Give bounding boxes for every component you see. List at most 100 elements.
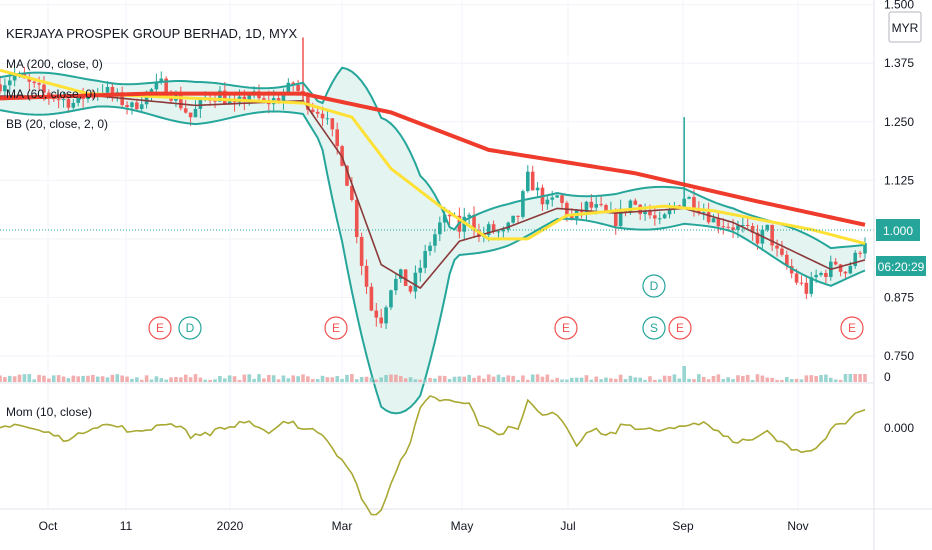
- momentum-series-line: [0, 395, 866, 516]
- candle-body: [780, 248, 784, 255]
- candle-body: [398, 269, 403, 279]
- time-tick-label: May: [451, 519, 474, 533]
- volume-bar: [491, 376, 496, 382]
- candle-body: [838, 264, 843, 272]
- volume-bar: [110, 374, 115, 382]
- candle-body: [692, 197, 696, 209]
- event-marker-D: [178, 316, 202, 340]
- candle-body: [706, 212, 711, 223]
- volume-bar: [164, 379, 168, 382]
- volume-bar: [794, 378, 799, 382]
- candle-body: [775, 245, 779, 249]
- candle-body: [545, 199, 550, 205]
- candle-body: [814, 274, 818, 278]
- candle-body: [745, 225, 750, 227]
- momentum-line: [0, 395, 866, 516]
- volume-bar: [423, 379, 427, 382]
- event-markers[interactable]: E D E E D S E E: [148, 274, 864, 340]
- candle-body: [491, 224, 496, 232]
- time-tick-label: 11: [120, 519, 133, 533]
- price-tick-label: 1.125: [884, 173, 914, 187]
- volume-bar: [359, 376, 364, 382]
- candle-body: [56, 99, 61, 101]
- candle-body: [37, 83, 41, 85]
- legend-ma60[interactable]: MA (60, close, 0): [6, 87, 96, 101]
- candle-body: [809, 277, 814, 294]
- candle-body: [403, 269, 408, 286]
- candle-body: [687, 197, 691, 199]
- legend-momentum[interactable]: Mom (10, close): [6, 405, 92, 419]
- volume-bar: [66, 378, 71, 382]
- candle-body: [716, 218, 721, 227]
- volume-bar: [765, 377, 770, 382]
- volume-bar: [144, 375, 149, 382]
- candle-body: [3, 85, 7, 92]
- volume-bar: [394, 374, 398, 382]
- volume-bar: [706, 379, 711, 382]
- volume-bar: [633, 377, 638, 382]
- volume-bar: [369, 377, 374, 382]
- candle-body: [139, 104, 144, 109]
- volume-bar: [457, 376, 462, 382]
- volume-bar: [692, 379, 696, 382]
- volume-bar: [731, 379, 735, 382]
- volume-bar: [223, 378, 227, 382]
- candle-body: [833, 261, 838, 265]
- candle-body: [711, 218, 716, 223]
- volume-bar: [139, 379, 144, 382]
- candle-body: [594, 204, 599, 208]
- candle-body: [633, 200, 638, 205]
- volume-bar: [477, 375, 481, 382]
- volume-bar: [286, 378, 291, 382]
- candle-body: [296, 85, 300, 92]
- candle-body: [858, 252, 862, 254]
- candle-body: [32, 81, 37, 84]
- volume-bar: [438, 375, 442, 382]
- volume-bar: [320, 375, 325, 382]
- volume-bar: [291, 375, 296, 382]
- candle-body: [667, 209, 672, 215]
- candle-body: [785, 254, 789, 267]
- candle-body: [433, 234, 437, 246]
- volume-bar: [271, 375, 276, 382]
- volume-bar: [76, 376, 80, 382]
- candle-body: [213, 100, 217, 102]
- volume-bar: [237, 379, 242, 382]
- price-tick-label: 1.500: [884, 0, 914, 12]
- candle-body: [350, 185, 354, 200]
- candle-body: [179, 94, 183, 109]
- candle-body: [66, 99, 71, 108]
- candle-body: [413, 272, 418, 292]
- price-tick-label: 0.750: [884, 349, 914, 363]
- volume-bar: [198, 377, 203, 382]
- volume-bar: [398, 375, 403, 382]
- volume-bar: [462, 376, 467, 382]
- candle-body: [369, 286, 374, 311]
- legend-bb[interactable]: BB (20, close, 2, 0): [6, 117, 108, 131]
- candle-body: [560, 195, 564, 203]
- event-marker-E: [554, 316, 578, 340]
- volume-bar: [701, 376, 706, 382]
- volume-bar: [252, 378, 256, 382]
- candle-body: [535, 187, 540, 191]
- volume-bar: [604, 377, 608, 382]
- volume-bar: [3, 377, 7, 382]
- volume-bar: [345, 374, 349, 382]
- candle-body: [374, 310, 379, 318]
- volume-bar: [179, 377, 183, 382]
- volume-bar: [521, 375, 525, 382]
- volume-bar: [584, 375, 589, 382]
- volume-bar: [379, 377, 383, 382]
- candle-body: [105, 87, 110, 93]
- currency-box[interactable]: [888, 11, 922, 43]
- legend-ma200[interactable]: MA (200, close, 0): [6, 57, 103, 71]
- volume-bar: [736, 375, 740, 382]
- volume-bar: [276, 379, 281, 382]
- volume-bar: [208, 379, 212, 382]
- volume-bar: [657, 379, 662, 382]
- candle-body: [183, 108, 188, 113]
- bollinger-band-fill: [0, 67, 865, 414]
- volume-bar: [374, 379, 379, 382]
- candle-body: [286, 82, 291, 94]
